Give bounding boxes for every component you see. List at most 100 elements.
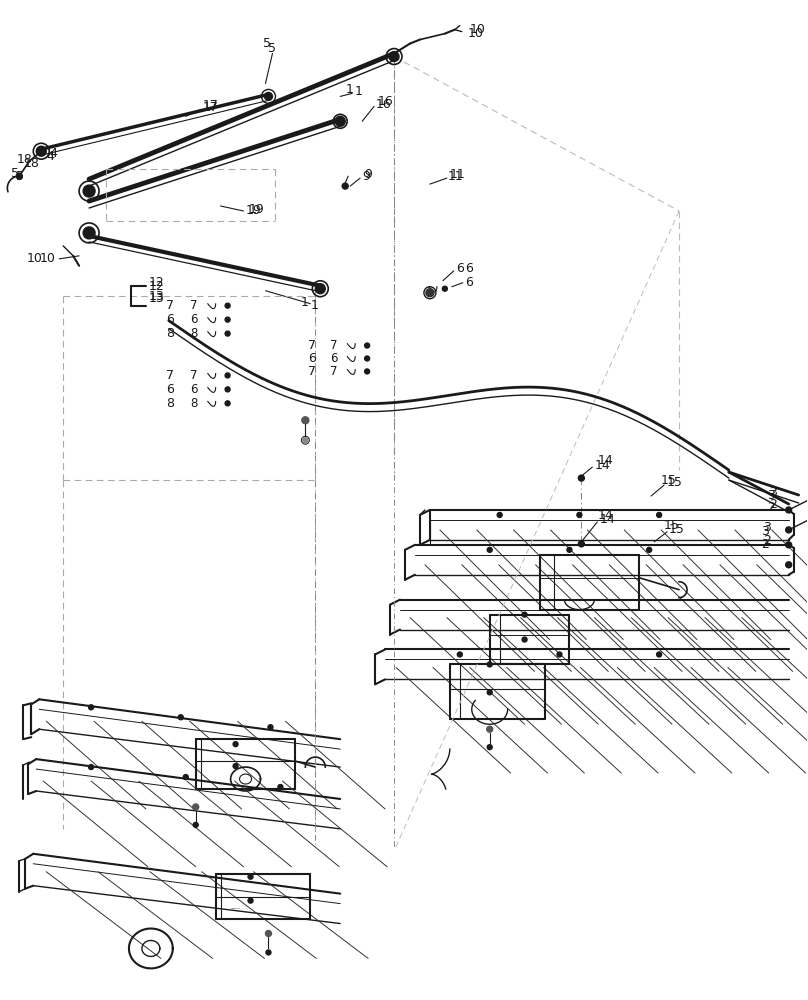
Circle shape bbox=[225, 387, 230, 392]
Circle shape bbox=[225, 303, 230, 308]
Text: 7: 7 bbox=[190, 369, 198, 382]
Circle shape bbox=[83, 227, 95, 239]
Text: 10: 10 bbox=[468, 27, 484, 40]
Circle shape bbox=[225, 331, 230, 336]
Circle shape bbox=[278, 785, 283, 790]
Text: 7: 7 bbox=[330, 365, 337, 378]
Text: 6: 6 bbox=[456, 262, 464, 275]
Circle shape bbox=[335, 116, 345, 126]
Circle shape bbox=[522, 612, 527, 617]
Circle shape bbox=[233, 742, 238, 747]
Text: 3: 3 bbox=[767, 489, 775, 502]
Text: 3: 3 bbox=[761, 525, 768, 538]
Text: 2: 2 bbox=[768, 498, 776, 511]
Circle shape bbox=[487, 662, 492, 667]
Circle shape bbox=[785, 507, 792, 513]
Text: 18: 18 bbox=[23, 157, 40, 170]
Circle shape bbox=[315, 284, 326, 294]
Text: 3: 3 bbox=[763, 521, 771, 534]
Circle shape bbox=[364, 356, 369, 361]
Text: 13: 13 bbox=[149, 292, 165, 305]
Text: 5: 5 bbox=[268, 42, 276, 55]
Circle shape bbox=[225, 317, 230, 322]
Circle shape bbox=[487, 690, 492, 695]
Text: 8: 8 bbox=[166, 327, 174, 340]
Circle shape bbox=[266, 931, 271, 936]
Text: 5: 5 bbox=[11, 167, 19, 180]
Circle shape bbox=[302, 417, 309, 424]
Circle shape bbox=[567, 547, 572, 552]
Text: 10: 10 bbox=[469, 23, 486, 36]
Circle shape bbox=[36, 146, 46, 156]
Text: 2: 2 bbox=[767, 501, 775, 514]
Text: 9: 9 bbox=[364, 168, 372, 181]
Circle shape bbox=[657, 512, 662, 517]
Text: 14: 14 bbox=[600, 513, 615, 526]
Circle shape bbox=[193, 804, 199, 810]
Text: 3: 3 bbox=[768, 486, 776, 499]
Circle shape bbox=[248, 874, 253, 879]
Text: 1: 1 bbox=[345, 83, 353, 96]
Text: 1: 1 bbox=[354, 85, 362, 98]
Text: 15: 15 bbox=[661, 474, 677, 487]
Circle shape bbox=[487, 547, 492, 552]
Text: 17: 17 bbox=[203, 99, 219, 112]
Circle shape bbox=[225, 401, 230, 406]
Circle shape bbox=[785, 527, 792, 533]
Text: 7: 7 bbox=[190, 299, 198, 312]
Text: 9: 9 bbox=[362, 170, 370, 183]
Text: 6: 6 bbox=[309, 352, 316, 365]
Circle shape bbox=[785, 542, 792, 548]
Circle shape bbox=[426, 289, 434, 297]
Circle shape bbox=[486, 726, 493, 732]
Text: 6: 6 bbox=[465, 276, 473, 289]
Circle shape bbox=[303, 438, 308, 443]
Circle shape bbox=[577, 512, 582, 517]
Circle shape bbox=[16, 173, 23, 179]
Circle shape bbox=[233, 764, 238, 769]
Text: 11: 11 bbox=[450, 168, 465, 181]
Circle shape bbox=[785, 562, 792, 568]
Circle shape bbox=[646, 547, 651, 552]
Circle shape bbox=[364, 369, 369, 374]
Text: 19: 19 bbox=[246, 204, 261, 217]
Text: 6: 6 bbox=[330, 352, 337, 365]
Circle shape bbox=[579, 541, 584, 547]
Circle shape bbox=[364, 343, 369, 348]
Text: 8: 8 bbox=[191, 327, 198, 340]
Circle shape bbox=[557, 652, 562, 657]
Circle shape bbox=[497, 512, 502, 517]
Text: 19: 19 bbox=[249, 203, 264, 216]
Text: 15: 15 bbox=[667, 476, 683, 489]
Text: 6: 6 bbox=[190, 313, 198, 326]
Circle shape bbox=[89, 705, 94, 710]
Circle shape bbox=[183, 775, 188, 780]
Circle shape bbox=[266, 950, 271, 955]
Circle shape bbox=[579, 475, 584, 481]
Text: 14: 14 bbox=[597, 454, 613, 467]
Text: 7: 7 bbox=[166, 299, 174, 312]
Text: 2: 2 bbox=[763, 534, 771, 547]
Text: 7: 7 bbox=[309, 339, 316, 352]
Circle shape bbox=[389, 52, 399, 62]
Text: 7: 7 bbox=[309, 365, 316, 378]
Text: 16: 16 bbox=[378, 95, 393, 108]
Text: 13: 13 bbox=[149, 290, 165, 303]
Circle shape bbox=[487, 745, 492, 750]
Text: 10: 10 bbox=[40, 252, 55, 265]
Text: 16: 16 bbox=[376, 98, 392, 111]
Text: 14: 14 bbox=[597, 509, 613, 522]
Circle shape bbox=[657, 652, 662, 657]
Text: 4: 4 bbox=[49, 147, 57, 160]
Text: 6: 6 bbox=[190, 383, 198, 396]
Text: 15: 15 bbox=[669, 523, 685, 536]
Text: ----: ---- bbox=[230, 906, 241, 912]
Text: 17: 17 bbox=[203, 101, 219, 114]
Circle shape bbox=[179, 715, 183, 720]
Text: 18: 18 bbox=[16, 153, 32, 166]
Circle shape bbox=[83, 185, 95, 197]
Text: 1: 1 bbox=[310, 299, 318, 312]
Circle shape bbox=[193, 822, 198, 827]
Text: 12: 12 bbox=[149, 280, 165, 293]
Text: 11: 11 bbox=[448, 170, 464, 183]
